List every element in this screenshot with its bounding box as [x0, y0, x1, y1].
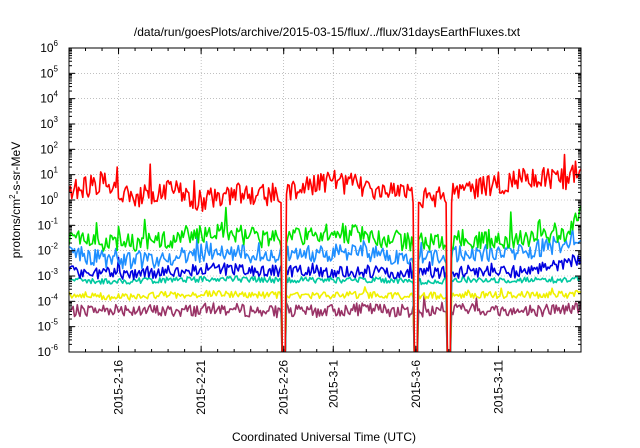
y-tick-label: 102 — [40, 140, 58, 156]
x-axis: 2015-2-16 2015-2-21 2015-2-26 2015-3-1 2015-… — [68, 48, 582, 415]
x-tick-label: 2015-2-16 — [112, 360, 126, 415]
x-tick-label: 2015-2-21 — [194, 360, 208, 415]
y-tick-label: 104 — [40, 90, 58, 106]
series-line — [69, 153, 581, 352]
chart-title: /data/run/goesPlots/archive/2015-03-15/f… — [134, 25, 521, 39]
series-line — [69, 205, 581, 352]
series-line — [69, 228, 581, 352]
y-tick-base: 10 — [40, 41, 54, 55]
y-tick-base: 10 — [40, 117, 54, 131]
y-tick-base: 10 — [38, 320, 52, 334]
y-tick-label: 106 — [40, 39, 58, 55]
y-tick-exp: -4 — [51, 292, 59, 301]
y-tick-exp: -5 — [51, 318, 59, 327]
y-tick-base: 10 — [40, 193, 54, 207]
series-line — [69, 275, 581, 352]
y-tick-base: 10 — [38, 269, 52, 283]
y-tick-base: 10 — [38, 218, 52, 232]
y-tick-base: 10 — [40, 168, 54, 182]
y-tick-exp: 5 — [54, 64, 59, 73]
y-tick-base: 10 — [38, 345, 52, 359]
y-tick-exp: -1 — [51, 216, 59, 225]
y-axis-label-pre: protons/cm — [9, 199, 23, 258]
y-tick-exp: 1 — [54, 166, 59, 175]
y-axis-label-sup: 2 — [8, 194, 17, 199]
y-tick-exp: -2 — [51, 242, 59, 251]
y-axis-label-post: -s-sr-MeV — [9, 142, 23, 195]
series-line — [69, 295, 581, 352]
grid — [69, 48, 581, 352]
plot-area — [69, 153, 581, 352]
y-tick-base: 10 — [38, 244, 52, 258]
y-tick-exp: 0 — [54, 191, 59, 200]
y-tick-base: 10 — [40, 142, 54, 156]
y-tick-base: 10 — [38, 294, 52, 308]
y-tick-label: 10-2 — [38, 242, 59, 258]
y-tick-label: 105 — [40, 64, 58, 80]
y-tick-base: 10 — [40, 92, 54, 106]
x-tick-label: 2015-3-11 — [491, 360, 505, 414]
y-tick-exp: 4 — [54, 90, 59, 99]
y-tick-exp: -6 — [51, 343, 59, 352]
x-axis-label: Coordinated Universal Time (UTC) — [232, 430, 416, 444]
y-tick-base: 10 — [40, 66, 54, 80]
y-tick-label: 101 — [40, 166, 58, 182]
x-tick-label: 2015-2-26 — [277, 360, 291, 415]
x-tick-label: 2015-3-6 — [409, 360, 423, 408]
y-tick-label: 10-4 — [38, 292, 59, 308]
series-line — [69, 286, 581, 352]
series-group — [69, 153, 581, 352]
y-tick-label: 103 — [40, 115, 58, 131]
y-axis-label: protons/cm2-s-sr-MeV — [8, 142, 23, 258]
y-tick-exp: 3 — [54, 115, 59, 124]
x-tick-label: 2015-3-1 — [326, 360, 340, 408]
y-tick-label: 10-6 — [38, 343, 59, 359]
series-line — [69, 254, 581, 352]
y-tick-exp: 2 — [54, 140, 59, 149]
y-tick-label: 100 — [40, 191, 58, 207]
y-tick-label: 10-5 — [38, 318, 59, 334]
y-axis: 10-610-510-410-310-210-11001011021031041… — [38, 39, 581, 359]
y-tick-label: 10-3 — [38, 267, 59, 283]
y-tick-label: 10-1 — [38, 216, 59, 232]
y-tick-exp: -3 — [51, 267, 59, 276]
y-tick-exp: 6 — [54, 39, 59, 48]
